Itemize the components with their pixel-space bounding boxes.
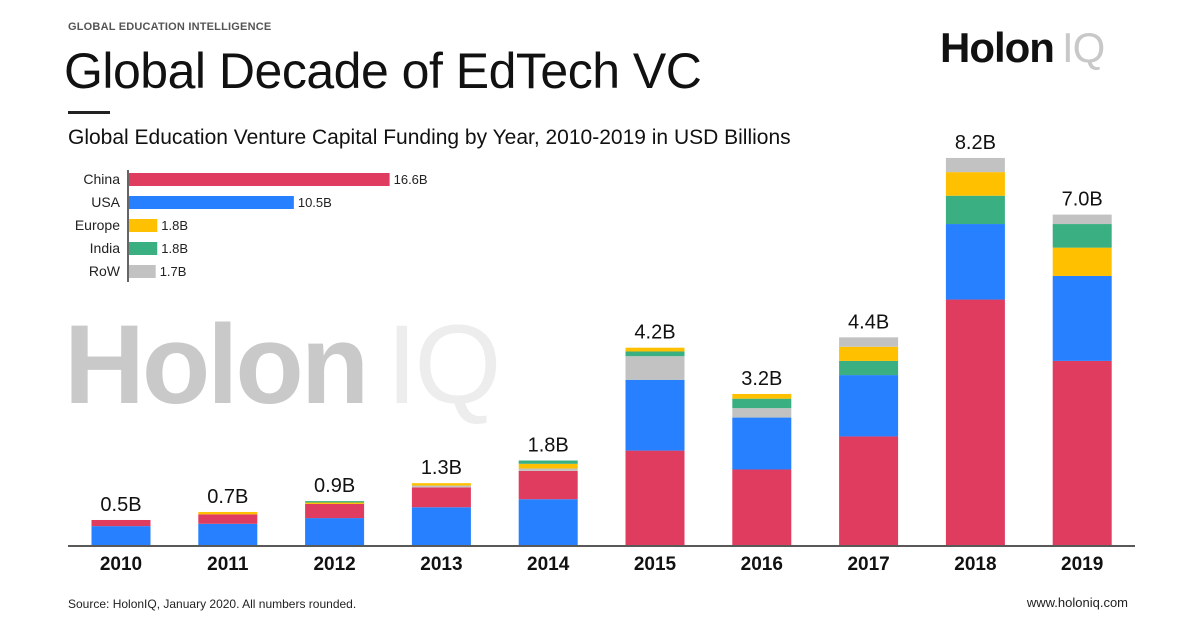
bar-segment-india (518, 460, 578, 464)
bar-segment-europe (198, 511, 258, 515)
bar-segment-usa (945, 224, 1005, 300)
holoniq-logo: Holon IQ (940, 24, 1105, 72)
bar-segment-usa (411, 507, 471, 545)
x-tick-label: 2010 (100, 554, 142, 575)
bar-segment-usa (1052, 275, 1112, 361)
watermark-main: Holon (64, 302, 369, 427)
x-tick-label: 2014 (527, 554, 570, 575)
x-tick-label: 2015 (634, 554, 677, 575)
bar-segment-row (945, 157, 1005, 173)
region-bar-india (129, 242, 158, 255)
bar-segment-usa (518, 499, 578, 545)
total-label: 7.0B (1062, 189, 1103, 211)
title-divider (68, 111, 110, 114)
bar-segment-europe (518, 463, 578, 469)
x-tick-label: 2011 (207, 554, 249, 575)
region-label: USA (91, 194, 120, 210)
x-tick-label: 2012 (313, 554, 355, 575)
bar-segment-row (839, 337, 899, 347)
x-tick-label: 2018 (954, 554, 996, 575)
bar-segment-china (945, 299, 1005, 545)
bar-segment-europe (945, 172, 1005, 196)
region-label: Europe (75, 217, 120, 233)
source-note: Source: HolonIQ, January 2020. All numbe… (68, 597, 357, 611)
region-label: RoW (89, 263, 121, 279)
page-title: Global Decade of EdTech VC (64, 43, 702, 99)
region-bar-europe (129, 219, 158, 232)
bar-segment-china (732, 469, 792, 545)
bar-segment-row (732, 408, 792, 418)
region-value: 1.7B (160, 264, 187, 279)
bar-segment-china (305, 503, 365, 519)
bar-segment-india (625, 351, 685, 357)
total-label: 0.9B (314, 475, 355, 497)
x-tick-label: 2016 (741, 554, 783, 575)
bar-segment-india (945, 195, 1005, 225)
region-value: 10.5B (298, 195, 332, 210)
watermark: Holon IQ (64, 300, 501, 429)
x-tick-label: 2019 (1061, 554, 1103, 575)
bar-segment-china (91, 519, 151, 527)
bar-segment-row (518, 468, 578, 471)
region-bar-usa (129, 196, 294, 209)
region-value: 16.6B (394, 172, 428, 187)
logo-main: Holon (940, 24, 1055, 71)
bar-segment-europe (625, 347, 685, 352)
website-link[interactable]: www.holoniq.com (1026, 595, 1128, 610)
bar-segment-usa (732, 417, 792, 470)
kicker: GLOBAL EDUCATION INTELLIGENCE (68, 21, 272, 33)
bar-segment-usa (91, 526, 151, 545)
bar-segment-europe (1052, 247, 1112, 276)
chart-title: Global Education Venture Capital Funding… (68, 126, 791, 149)
bar-segment-india (839, 360, 899, 376)
total-label: 4.2B (634, 322, 675, 344)
x-tick-label: 2013 (420, 554, 462, 575)
bar-segment-europe (411, 483, 471, 486)
region-value: 1.8B (161, 218, 188, 233)
total-label: 1.3B (421, 457, 462, 479)
region-label: China (83, 171, 120, 187)
bar-segment-china (839, 436, 899, 545)
bar-segment-india (305, 501, 365, 503)
logo-suffix: IQ (1061, 24, 1105, 71)
x-tick-label: 2017 (847, 554, 889, 575)
total-label: 1.8B (528, 435, 569, 457)
watermark-suffix: IQ (386, 302, 501, 427)
region-bar-row (129, 265, 156, 278)
bar-segment-china (411, 487, 471, 508)
bar-segment-usa (625, 379, 685, 451)
bar-segment-europe (732, 393, 792, 399)
bar-segment-china (198, 514, 258, 524)
total-label: 8.2B (955, 132, 996, 154)
bar-segment-usa (839, 375, 899, 437)
total-label: 3.2B (741, 368, 782, 390)
bar-segment-europe (839, 346, 899, 361)
total-label: 0.7B (207, 486, 248, 508)
bar-segment-row (1052, 214, 1112, 225)
bar-segment-usa (305, 518, 365, 545)
bar-segment-usa (198, 523, 258, 545)
bar-segment-row (625, 356, 685, 380)
bar-segment-china (518, 470, 578, 500)
bar-segment-row (411, 485, 471, 488)
region-bar-china (129, 173, 390, 186)
region-value: 1.8B (161, 241, 188, 256)
bar-segment-europe (305, 502, 365, 504)
bar-segment-india (732, 398, 792, 409)
bar-segment-china (1052, 360, 1112, 545)
bar-segment-china (625, 450, 685, 545)
bar-segment-india (1052, 224, 1112, 248)
total-label: 0.5B (100, 494, 141, 516)
total-label: 4.4B (848, 311, 889, 333)
region-label: India (90, 240, 121, 256)
